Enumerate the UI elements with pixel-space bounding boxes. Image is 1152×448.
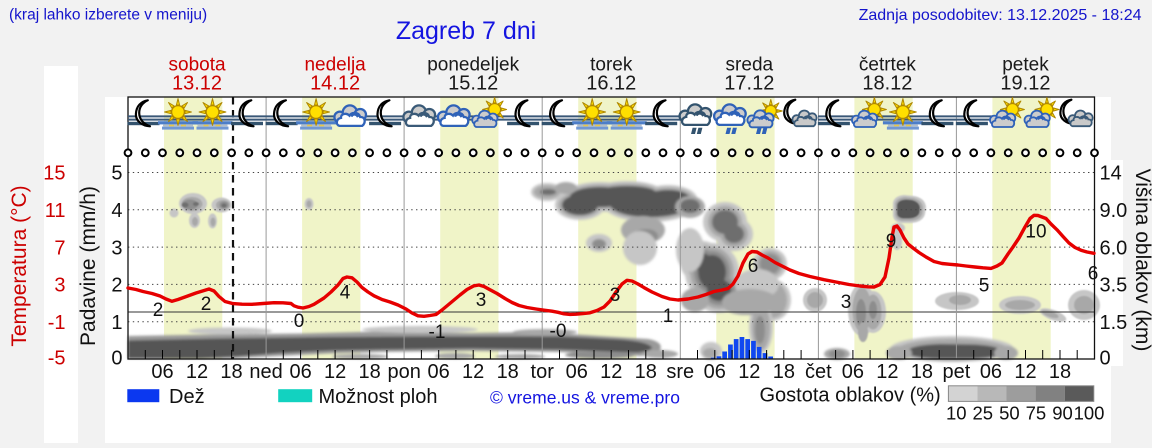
svg-text:13.12: 13.12: [172, 73, 222, 95]
svg-text:10: 10: [1025, 222, 1046, 243]
svg-text:12: 12: [876, 361, 898, 383]
svg-text:torek: torek: [590, 55, 633, 76]
svg-text:17.12: 17.12: [724, 73, 774, 95]
svg-text:90: 90: [1052, 403, 1073, 424]
svg-text:nedelja: nedelja: [304, 55, 366, 76]
svg-text:7: 7: [54, 237, 65, 259]
svg-text:-1: -1: [48, 312, 66, 334]
svg-text:pon: pon: [387, 361, 420, 383]
svg-text:6: 6: [1088, 264, 1099, 285]
svg-text:3.5: 3.5: [1100, 275, 1128, 297]
svg-text:Možnost ploh: Možnost ploh: [319, 386, 438, 408]
svg-text:4: 4: [340, 283, 351, 304]
svg-text:3: 3: [610, 285, 621, 306]
svg-text:1: 1: [663, 306, 674, 327]
svg-text:Gostota oblakov (%): Gostota oblakov (%): [760, 385, 941, 407]
svg-text:4: 4: [111, 200, 122, 222]
svg-text:pet: pet: [943, 361, 971, 383]
svg-text:25: 25: [973, 403, 994, 424]
svg-text:11: 11: [45, 200, 66, 222]
svg-text:100: 100: [1074, 403, 1105, 424]
svg-text:sreda: sreda: [726, 55, 774, 76]
svg-text:© vreme.us & vreme.pro: © vreme.us & vreme.pro: [490, 388, 680, 408]
svg-text:18: 18: [359, 361, 381, 383]
svg-text:16.12: 16.12: [586, 73, 636, 95]
svg-text:3: 3: [111, 237, 122, 259]
svg-text:Dež: Dež: [169, 386, 205, 408]
svg-text:6.0: 6.0: [1100, 237, 1128, 259]
svg-text:sobota: sobota: [169, 55, 226, 76]
svg-text:(kraj lahko izberete v meniju): (kraj lahko izberete v meniju): [9, 7, 207, 24]
svg-text:9.0: 9.0: [1100, 200, 1128, 222]
svg-text:Zadnja posodobitev: 13.12.2025: Zadnja posodobitev: 13.12.2025 - 18:24: [859, 7, 1142, 24]
svg-text:Padavine (mm/h): Padavine (mm/h): [77, 186, 100, 346]
svg-text:18: 18: [911, 361, 933, 383]
svg-text:10: 10: [946, 403, 967, 424]
svg-text:15: 15: [43, 163, 65, 185]
svg-text:12: 12: [738, 361, 760, 383]
svg-text:06: 06: [704, 361, 726, 383]
svg-text:19.12: 19.12: [1000, 73, 1050, 95]
svg-text:14: 14: [1100, 163, 1122, 185]
svg-text:sre: sre: [666, 361, 694, 383]
svg-text:75: 75: [1026, 403, 1047, 424]
svg-text:2: 2: [153, 300, 164, 321]
svg-text:06: 06: [980, 361, 1002, 383]
svg-text:-0: -0: [550, 321, 567, 342]
svg-text:3: 3: [54, 275, 65, 297]
svg-text:12: 12: [324, 361, 346, 383]
svg-text:ned: ned: [249, 361, 282, 383]
svg-text:12: 12: [600, 361, 622, 383]
svg-text:06: 06: [428, 361, 450, 383]
svg-text:50: 50: [999, 403, 1020, 424]
svg-text:čet: čet: [805, 361, 832, 383]
svg-text:1: 1: [111, 312, 122, 334]
svg-text:06: 06: [566, 361, 588, 383]
svg-text:9: 9: [886, 231, 897, 252]
svg-text:ponedeljek: ponedeljek: [427, 55, 519, 76]
svg-text:18: 18: [773, 361, 795, 383]
svg-text:petek: petek: [1002, 55, 1049, 76]
svg-text:tor: tor: [531, 361, 555, 383]
svg-text:3: 3: [476, 290, 487, 311]
svg-text:15.12: 15.12: [448, 73, 498, 95]
svg-text:3: 3: [841, 292, 852, 313]
svg-text:18.12: 18.12: [862, 73, 912, 95]
svg-text:0: 0: [111, 348, 122, 370]
svg-text:06: 06: [842, 361, 864, 383]
svg-text:18: 18: [220, 361, 242, 383]
svg-text:18: 18: [1049, 361, 1071, 383]
svg-text:-5: -5: [48, 348, 66, 370]
svg-text:12: 12: [186, 361, 208, 383]
svg-text:0: 0: [1100, 348, 1111, 370]
svg-text:-1: -1: [429, 322, 446, 343]
svg-text:12: 12: [1014, 361, 1036, 383]
svg-text:5: 5: [979, 276, 990, 297]
svg-text:14.12: 14.12: [310, 73, 360, 95]
svg-text:2: 2: [111, 275, 122, 297]
svg-text:1.5: 1.5: [1100, 312, 1128, 334]
svg-text:četrtek: četrtek: [859, 55, 917, 76]
svg-text:2: 2: [201, 294, 212, 315]
svg-text:Višina oblakov (km): Višina oblakov (km): [1131, 169, 1152, 352]
svg-text:5: 5: [111, 163, 122, 185]
svg-text:12: 12: [462, 361, 484, 383]
svg-text:Zagreb 7 dni: Zagreb 7 dni: [396, 17, 536, 45]
svg-text:06: 06: [151, 361, 173, 383]
svg-text:Temperatura (°C): Temperatura (°C): [8, 185, 31, 346]
svg-text:18: 18: [497, 361, 519, 383]
svg-text:0: 0: [294, 311, 305, 332]
svg-text:18: 18: [635, 361, 657, 383]
svg-text:06: 06: [289, 361, 311, 383]
svg-text:6: 6: [748, 256, 759, 277]
